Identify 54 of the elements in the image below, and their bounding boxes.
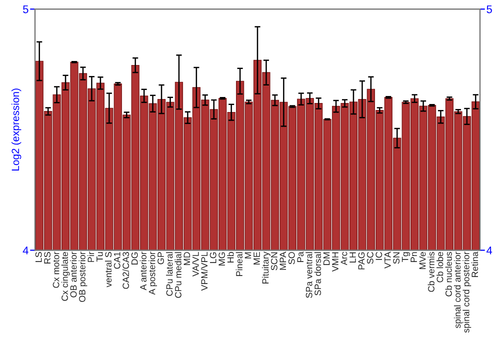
x-tick-label: A anterior bbox=[140, 252, 146, 290]
x-tick-label: Cb lobe bbox=[436, 252, 444, 282]
x-tick-label: LH bbox=[350, 252, 356, 262]
x-tick-label: OB anterior bbox=[70, 252, 77, 298]
x-tick-label: MG bbox=[218, 252, 226, 266]
x-tick-label: SO bbox=[288, 252, 295, 264]
x-tick-label: SN bbox=[393, 252, 400, 264]
x-tick-label: CPu lateral bbox=[166, 252, 173, 296]
x-tick-label: SC bbox=[366, 252, 374, 264]
x-tick-label: Tg bbox=[402, 252, 410, 262]
x-tick-label: MD bbox=[184, 252, 190, 265]
x-tick-label: spinal cord anterior bbox=[454, 252, 462, 328]
x-tick-label: Pn bbox=[410, 252, 417, 262]
x-tick-label: CA2/CA3 bbox=[122, 252, 130, 289]
x-tick-label: GP bbox=[158, 252, 164, 264]
x-tick-label: A posterior bbox=[148, 252, 157, 295]
x-tick-label: ventral S bbox=[104, 252, 112, 288]
x-tick-label: Hb bbox=[227, 252, 234, 262]
x-tick-label: VMH bbox=[332, 252, 338, 272]
x-tick-label: Tu bbox=[96, 252, 103, 262]
x-tick-label: VA/VL bbox=[192, 252, 199, 277]
x-tick-label: Pa bbox=[297, 252, 304, 262]
x-tick-label: DM bbox=[323, 252, 330, 265]
x-tick-label: SCN bbox=[270, 252, 278, 270]
x-tick-label: OB posterior bbox=[78, 252, 88, 302]
x-tick-label: Retina bbox=[471, 252, 478, 277]
x-tick-label: Pituitary bbox=[262, 252, 270, 284]
y2-tick-label: 5 bbox=[486, 5, 492, 14]
x-tick-label: Cb nucleus bbox=[445, 252, 452, 296]
x-tick-label: Pineal bbox=[236, 252, 242, 276]
x-tick-label: LG bbox=[210, 252, 216, 263]
x-tick-label: SPa dorsal bbox=[314, 252, 321, 296]
x-tick-label: M bbox=[244, 252, 252, 258]
x-tick-label: Pir bbox=[88, 252, 94, 262]
x-tick-label: LS bbox=[35, 252, 42, 262]
x-tick-label: spinal cord posterior bbox=[462, 252, 472, 333]
x-tick-label: VPM/VPL bbox=[200, 252, 208, 291]
x-tick-label: Cb vermis bbox=[428, 252, 434, 292]
y-axis-title: Log2 (expression) bbox=[11, 88, 22, 171]
x-tick-label: Arc bbox=[340, 252, 348, 266]
x-tick-label: CA1 bbox=[114, 252, 120, 269]
y2-tick-label: 4 bbox=[486, 246, 492, 254]
x-tick-label: DG bbox=[131, 252, 138, 264]
x-tick-label: Cx motor bbox=[52, 252, 60, 288]
x-tick-label: SPa ventral bbox=[306, 252, 312, 298]
x-tick-label: CPu medial bbox=[174, 252, 182, 298]
x-tick-label: PAG bbox=[358, 252, 365, 270]
x-tick-label: IC bbox=[376, 252, 382, 260]
x-tick-label: MPA bbox=[280, 252, 286, 270]
x-tick-label: MVe bbox=[419, 252, 426, 269]
x-tick-label: Cx cingulate bbox=[61, 252, 70, 301]
x-tick-label: RS bbox=[44, 252, 51, 264]
x-tick-label: ME bbox=[254, 252, 260, 264]
x-tick-label: VTA bbox=[384, 252, 391, 268]
